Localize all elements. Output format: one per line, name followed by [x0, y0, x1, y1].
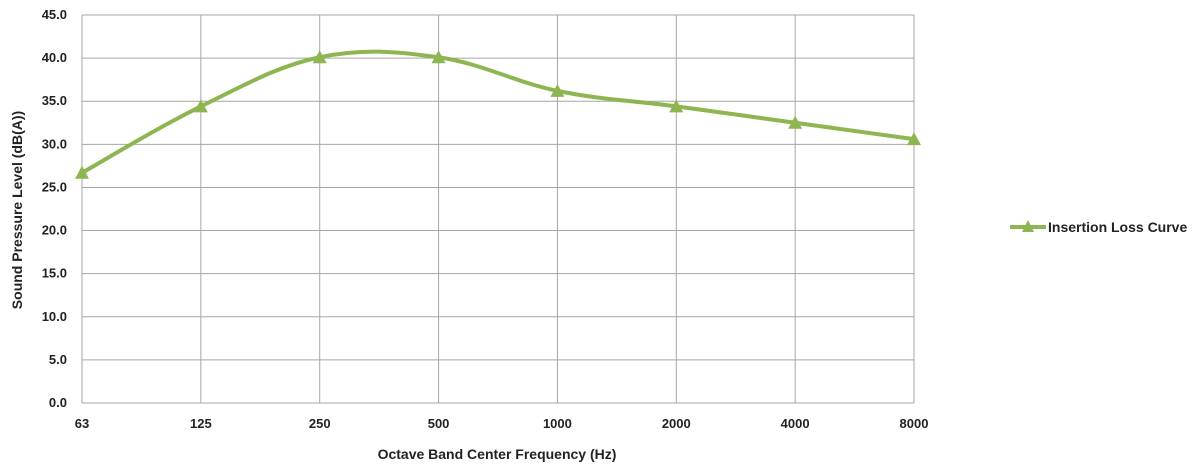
y-axis-title: Sound Pressure Level (dB(A)) — [9, 111, 25, 309]
x-tick-label: 250 — [309, 416, 331, 431]
legend-label: Insertion Loss Curve — [1048, 219, 1187, 235]
y-tick-label: 0.0 — [49, 395, 67, 410]
data-point-triangle — [193, 99, 208, 113]
y-tick-label: 20.0 — [42, 223, 67, 238]
y-tick-label: 25.0 — [42, 179, 67, 194]
series-layer — [75, 49, 921, 179]
y-tick-label: 5.0 — [49, 352, 67, 367]
data-point-triangle — [669, 99, 684, 113]
data-point-triangle — [312, 50, 327, 64]
x-tick-label: 63 — [75, 416, 89, 431]
x-axis-ticks: 63 125 250 500 1000 2000 4000 8000 — [75, 416, 929, 431]
y-tick-label: 45.0 — [42, 7, 67, 22]
y-tick-label: 35.0 — [42, 93, 67, 108]
data-point-triangle — [431, 50, 446, 64]
y-tick-label: 30.0 — [42, 136, 67, 151]
x-tick-label: 1000 — [543, 416, 572, 431]
legend: Insertion Loss Curve — [1010, 219, 1187, 235]
series-line — [81, 49, 915, 175]
y-tick-label: 10.0 — [42, 309, 67, 324]
x-axis-title: Octave Band Center Frequency (Hz) — [378, 446, 617, 462]
x-tick-label: 8000 — [900, 416, 929, 431]
data-point-triangle — [907, 132, 921, 146]
data-point-triangle — [75, 165, 89, 179]
data-point-triangle — [788, 115, 803, 129]
x-tick-label: 500 — [428, 416, 450, 431]
y-tick-label: 15.0 — [42, 266, 67, 281]
y-tick-label: 40.0 — [42, 50, 67, 65]
chart-grid — [81, 14, 915, 404]
legend-triangle-marker-icon — [1022, 220, 1034, 232]
data-point-triangle — [550, 83, 565, 97]
x-tick-label: 2000 — [662, 416, 691, 431]
x-tick-label: 125 — [190, 416, 212, 431]
y-axis-ticks: 0.0 5.0 10.0 15.0 20.0 25.0 30.0 35.0 40.0 45.0 — [42, 7, 67, 410]
x-tick-label: 4000 — [781, 416, 810, 431]
